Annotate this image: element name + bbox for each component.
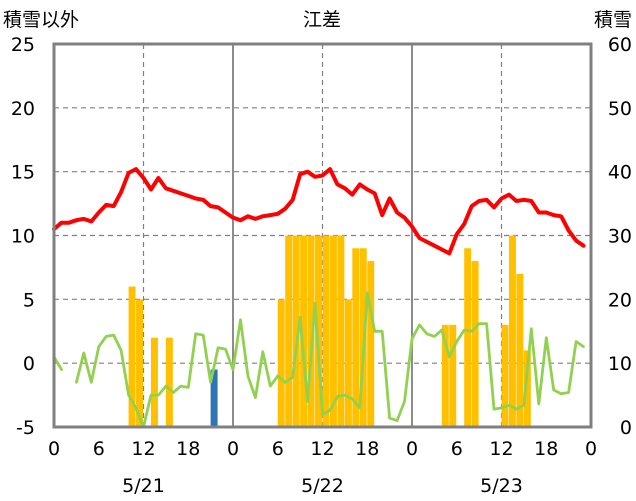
x-tick-label: 6 bbox=[93, 438, 105, 460]
precipitation-bar bbox=[315, 235, 322, 427]
chart-title: 江差 bbox=[303, 9, 341, 31]
x-tick-label: 12 bbox=[131, 438, 155, 460]
y-right-tick-label: 20 bbox=[608, 289, 632, 311]
x-date-label: 5/23 bbox=[480, 475, 523, 497]
x-date-label: 5/21 bbox=[122, 475, 165, 497]
x-tick-label: 6 bbox=[272, 438, 284, 460]
precipitation-bar bbox=[165, 337, 173, 427]
precipitation-bar bbox=[307, 235, 315, 427]
y-right-tick-label: 10 bbox=[608, 353, 632, 375]
y-left-tick-label: 15 bbox=[11, 162, 35, 184]
x-tick-label: 6 bbox=[451, 438, 463, 460]
series-line bbox=[75, 291, 585, 429]
y-right-tick-label: 40 bbox=[608, 162, 632, 184]
y-left-tick-label: 5 bbox=[23, 289, 35, 311]
y-left-tick-label: 0 bbox=[23, 353, 35, 375]
precipitation-bar bbox=[300, 235, 308, 427]
precipitation-bar bbox=[344, 299, 352, 427]
y-right-tick-label: 0 bbox=[620, 417, 632, 439]
x-tick-label: 0 bbox=[406, 438, 418, 460]
x-tick-label: 0 bbox=[585, 438, 597, 460]
precipitation-bar bbox=[441, 324, 449, 427]
precipitation-bar bbox=[508, 235, 516, 427]
y-right-tick-label: 60 bbox=[608, 34, 632, 56]
y-left-tick-label: 20 bbox=[11, 98, 35, 120]
x-date-label: 5/22 bbox=[301, 475, 344, 497]
y-right-tick-label: 30 bbox=[608, 226, 632, 248]
precipitation-bar bbox=[210, 369, 218, 427]
y-right-tick-label: 50 bbox=[608, 98, 632, 120]
precipitation-bar bbox=[128, 286, 136, 427]
x-tick-label: 12 bbox=[310, 438, 334, 460]
precipitation-bar bbox=[285, 235, 293, 427]
precipitation-bar bbox=[136, 299, 143, 427]
left-axis-title: 積雪以外 bbox=[3, 9, 79, 31]
precipitation-bar bbox=[471, 261, 479, 427]
precipitation-bar bbox=[329, 235, 337, 427]
precipitation-bar bbox=[277, 299, 285, 427]
x-tick-label: 18 bbox=[534, 438, 558, 460]
precipitation-bar bbox=[501, 324, 509, 427]
y-left-tick-label: 10 bbox=[11, 226, 35, 248]
plot-frame bbox=[52, 42, 593, 429]
precipitation-bar bbox=[464, 248, 472, 427]
precipitation-bar bbox=[337, 235, 345, 427]
x-tick-label: 0 bbox=[48, 438, 60, 460]
right-axis-title: 積雪 bbox=[594, 9, 632, 31]
x-tick-label: 0 bbox=[227, 438, 239, 460]
y-left-tick-label: -5 bbox=[16, 417, 35, 439]
precipitation-bar bbox=[292, 235, 300, 427]
precipitation-bar bbox=[352, 248, 360, 427]
precipitation-bar bbox=[449, 324, 457, 427]
x-tick-label: 12 bbox=[489, 438, 513, 460]
precipitation-bar bbox=[523, 350, 531, 427]
precipitation-bar bbox=[516, 273, 524, 427]
x-tick-label: 18 bbox=[176, 438, 200, 460]
precipitation-bar bbox=[150, 337, 158, 427]
precipitation-bar bbox=[367, 261, 375, 427]
x-tick-label: 18 bbox=[355, 438, 379, 460]
y-left-tick-label: 25 bbox=[11, 34, 35, 56]
series-line bbox=[52, 167, 586, 256]
precipitation-bar bbox=[322, 235, 330, 427]
